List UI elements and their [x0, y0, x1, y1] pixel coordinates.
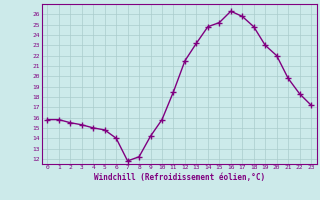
X-axis label: Windchill (Refroidissement éolien,°C): Windchill (Refroidissement éolien,°C) [94, 173, 265, 182]
